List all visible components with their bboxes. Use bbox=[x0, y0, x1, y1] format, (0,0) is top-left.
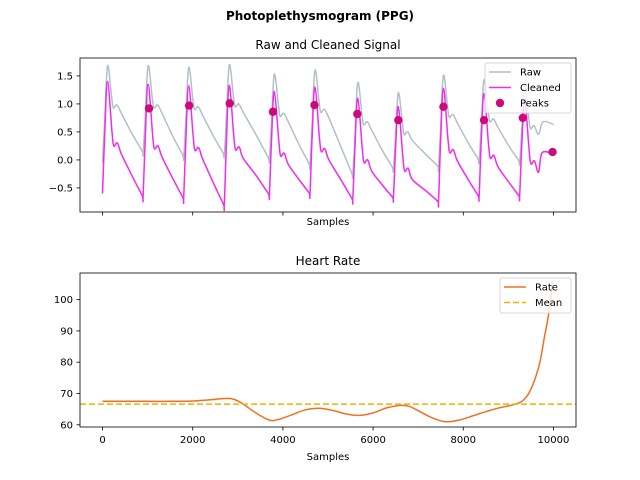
heart-rate-subplot-title: Heart Rate bbox=[296, 254, 361, 268]
peak-marker bbox=[518, 113, 527, 123]
y-tick-label: 1.0 bbox=[57, 99, 73, 110]
y-tick-label: 90 bbox=[60, 326, 73, 337]
y-tick-label: 0.5 bbox=[57, 127, 73, 138]
legend-label: Raw bbox=[520, 68, 541, 79]
figure-suptitle: Photoplethysmogram (PPG) bbox=[226, 9, 414, 23]
x-tick-label: 10000 bbox=[538, 435, 570, 446]
signal-subplot-title: Raw and Cleaned Signal bbox=[255, 38, 400, 52]
heart-rate-ticks: 0 2000 4000 6000 8000 10000 60 70 80 90 100 bbox=[54, 295, 569, 446]
peak-marker bbox=[184, 101, 194, 110]
heart-rate-plot-area bbox=[80, 280, 576, 423]
x-tick-label: 8000 bbox=[451, 435, 476, 446]
x-tick-label: 2000 bbox=[180, 435, 205, 446]
y-tick-label: −0.5 bbox=[49, 183, 73, 194]
x-tick-label: 4000 bbox=[270, 435, 295, 446]
peak-marker bbox=[353, 109, 362, 119]
heart-rate-axes-frame bbox=[79, 272, 577, 428]
peak-marker bbox=[394, 115, 403, 125]
legend-swatch bbox=[495, 98, 505, 108]
y-tick-label: 0.0 bbox=[57, 155, 73, 166]
cleaned-signal-line bbox=[101, 80, 554, 212]
peak-marker bbox=[310, 100, 319, 110]
y-tick-label: 1.5 bbox=[57, 71, 73, 82]
signal-plot-area bbox=[101, 63, 557, 212]
legend-box bbox=[484, 62, 572, 114]
peak-marker bbox=[479, 115, 489, 125]
peak-marker bbox=[144, 104, 154, 113]
peak-marker bbox=[439, 102, 448, 111]
peak-marker bbox=[548, 147, 557, 157]
signal-xlabel: Samples bbox=[307, 217, 350, 228]
y-tick-label: 80 bbox=[60, 358, 73, 369]
raw-signal-line bbox=[101, 63, 554, 180]
y-tick-label: 60 bbox=[60, 420, 73, 431]
legend-label: Rate bbox=[535, 283, 558, 294]
x-tick-label: 6000 bbox=[360, 435, 385, 446]
signal-axes-frame bbox=[79, 57, 577, 213]
y-tick-label: 100 bbox=[54, 295, 73, 306]
x-tick-label: 0 bbox=[99, 435, 105, 446]
legend-label: Mean bbox=[535, 298, 562, 309]
signal-subplot: Raw and Cleaned Signal −0.50.00.51.01.5 … bbox=[49, 38, 577, 228]
heart-rate-subplot: Heart Rate 0 2000 4000 6000 8000 10000 60 70 80 9… bbox=[54, 254, 577, 463]
legend-label: Cleaned bbox=[520, 83, 561, 94]
signal-ticks: −0.5 0.0 0.5 1.0 1.5 bbox=[49, 71, 554, 216]
legend-label: Peaks bbox=[520, 99, 549, 110]
heart-rate-xlabel: Samples bbox=[307, 452, 350, 463]
heart-rate-legend: Rate Mean bbox=[499, 277, 572, 314]
peak-marker bbox=[268, 107, 278, 116]
heart-rate-line bbox=[102, 280, 554, 423]
y-tick-label: 70 bbox=[60, 389, 73, 400]
signal-legend: Raw Cleaned Peaks bbox=[484, 62, 572, 114]
peak-marker bbox=[225, 99, 234, 108]
